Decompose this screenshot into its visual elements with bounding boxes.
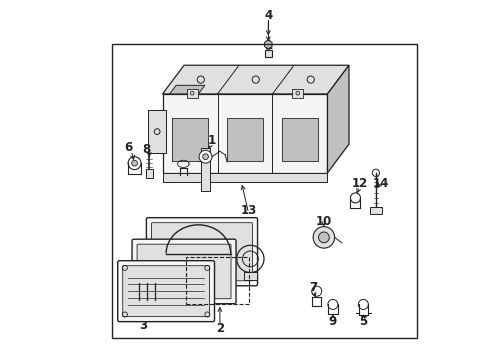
FancyBboxPatch shape [118, 261, 215, 321]
Text: 6: 6 [124, 141, 133, 154]
Bar [282, 118, 318, 161]
Text: 3: 3 [139, 319, 147, 332]
Text: 5: 5 [359, 315, 368, 328]
Polygon shape [327, 65, 349, 173]
Bar [370, 207, 382, 214]
Bar [227, 118, 263, 161]
Bar [148, 110, 166, 153]
Circle shape [199, 150, 212, 163]
Text: 4: 4 [264, 9, 272, 22]
FancyBboxPatch shape [147, 218, 258, 286]
Text: 14: 14 [373, 177, 390, 190]
Bar [146, 169, 153, 178]
Text: 2: 2 [216, 322, 224, 335]
Bar [187, 89, 197, 98]
Text: 8: 8 [142, 143, 150, 156]
Bar [112, 44, 417, 338]
Bar [201, 148, 210, 191]
Bar [244, 272, 257, 280]
Bar [163, 173, 327, 182]
Text: 9: 9 [329, 315, 337, 328]
Circle shape [203, 154, 208, 159]
Text: 11: 11 [201, 134, 217, 147]
Circle shape [318, 232, 329, 243]
Bar [172, 118, 208, 161]
Bar [265, 50, 271, 57]
Text: 1: 1 [264, 39, 272, 52]
Polygon shape [170, 85, 205, 94]
Text: 7: 7 [309, 281, 317, 294]
Circle shape [313, 226, 335, 248]
Bar [186, 257, 248, 304]
FancyBboxPatch shape [151, 223, 252, 281]
FancyBboxPatch shape [132, 239, 236, 304]
Text: 13: 13 [241, 204, 257, 217]
Bar [163, 94, 327, 173]
Text: 12: 12 [352, 177, 368, 190]
FancyBboxPatch shape [122, 266, 210, 317]
Text: 15: 15 [172, 134, 189, 147]
Circle shape [132, 160, 137, 166]
Polygon shape [265, 40, 272, 49]
FancyBboxPatch shape [137, 244, 231, 299]
Bar [293, 89, 303, 98]
Polygon shape [163, 65, 349, 94]
Text: 10: 10 [316, 215, 332, 228]
